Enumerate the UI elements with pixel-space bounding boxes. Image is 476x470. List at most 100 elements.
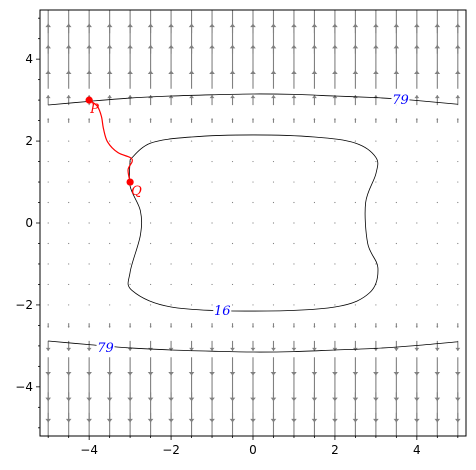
field-arrow — [375, 304, 377, 306]
field-arrow-head — [353, 439, 359, 443]
field-arrow — [88, 242, 90, 245]
field-arrow — [436, 242, 438, 245]
x-tick-label: 0 — [249, 443, 257, 457]
field-arrow-head — [434, 371, 441, 376]
field-arrow-head — [230, 3, 236, 6]
field-arrow-head — [168, 371, 174, 376]
field-arrow — [436, 201, 438, 204]
field-arrow-head — [209, 95, 215, 99]
field-arrow-head — [415, 326, 418, 328]
field-arrow — [313, 160, 316, 163]
field-arrow — [68, 242, 70, 245]
field-arrow-head — [66, 95, 72, 99]
field-arrow-head — [86, 3, 92, 6]
field-arrow-head — [127, 397, 133, 402]
field-arrow — [129, 222, 131, 224]
field-arrow-head — [189, 347, 194, 351]
field-arrow — [190, 222, 193, 224]
x-tick-label: −2 — [162, 443, 180, 457]
field-arrow — [375, 201, 377, 204]
field-arrow-head — [229, 397, 236, 402]
field-arrow — [293, 222, 295, 224]
field-arrow — [313, 140, 316, 142]
field-arrow-head — [395, 326, 398, 328]
field-arrow-head — [435, 3, 441, 6]
field-arrow — [272, 283, 275, 286]
field-arrow — [231, 242, 234, 245]
field-arrow — [354, 201, 357, 204]
field-arrow-head — [312, 3, 318, 6]
x-axis-ticks: −4 −2 0 2 4 — [47, 436, 459, 457]
field-arrow — [272, 201, 275, 204]
field-arrow-head — [147, 397, 154, 402]
field-arrow-head — [210, 118, 214, 120]
field-arrow — [436, 304, 438, 306]
field-arrow-head — [271, 439, 277, 443]
field-arrow — [190, 304, 193, 306]
field-arrow-head — [147, 418, 154, 423]
point-p-marker — [85, 96, 93, 104]
field-arrow-head — [332, 347, 338, 351]
field-arrow-head — [65, 397, 72, 402]
field-arrow — [190, 160, 193, 163]
field-arrow-head — [395, 118, 398, 120]
field-arrow — [416, 160, 418, 163]
field-arrow — [190, 140, 193, 142]
annotation-labels: 79 79 16 P Q — [89, 91, 410, 356]
field-arrow-head — [272, 118, 275, 120]
field-arrow-head — [291, 439, 297, 443]
field-arrow-head — [333, 118, 336, 120]
field-arrow-head — [291, 3, 297, 6]
field-arrow-head — [45, 397, 51, 402]
field-arrow-head — [373, 439, 379, 443]
field-arrow — [354, 140, 357, 142]
field-arrow-head — [455, 371, 461, 376]
field-arrow — [354, 283, 357, 286]
field-arrow — [149, 304, 152, 306]
field-arrow-head — [149, 118, 152, 120]
field-arrow — [109, 283, 111, 286]
field-arrow — [334, 222, 336, 224]
field-arrow-head — [436, 118, 439, 120]
field-arrow-head — [251, 326, 255, 328]
field-arrow — [395, 304, 397, 306]
field-arrow — [354, 222, 357, 224]
field-arrow-head — [332, 371, 338, 376]
field-arrow — [416, 263, 418, 265]
field-arrow-head — [65, 418, 72, 423]
field-arrow — [68, 201, 70, 204]
field-arrow-head — [88, 326, 91, 328]
field-arrow-head — [456, 326, 459, 328]
field-arrow — [88, 304, 90, 306]
field-arrow — [395, 283, 397, 286]
field-arrow-head — [108, 326, 111, 328]
field-arrow-head — [455, 3, 461, 6]
field-arrow-head — [414, 3, 420, 6]
y-tick-label: 4 — [25, 52, 33, 66]
contour-line — [127, 134, 379, 312]
field-arrow-head — [250, 3, 256, 6]
field-arrow-head — [106, 418, 113, 423]
field-arrow-head — [456, 118, 459, 120]
field-arrow-head — [190, 118, 193, 120]
field-arrow-head — [393, 418, 400, 423]
field-arrow-head — [455, 397, 461, 402]
field-arrow-head — [86, 418, 92, 423]
field-arrow-head — [270, 418, 277, 423]
field-arrow-head — [147, 371, 154, 376]
field-arrow-head — [230, 95, 235, 99]
field-arrow-head — [455, 347, 461, 351]
field-arrow-head — [311, 418, 318, 423]
contour-label: 16 — [214, 304, 231, 319]
field-arrow — [211, 181, 213, 183]
field-arrow — [272, 222, 275, 224]
field-arrow — [457, 140, 459, 142]
field-arrow — [457, 304, 459, 306]
field-arrow-head — [209, 397, 215, 402]
field-arrow-head — [231, 118, 234, 120]
field-arrow — [416, 242, 418, 245]
field-arrow-head — [332, 95, 338, 99]
field-arrow — [272, 181, 275, 183]
field-arrow — [190, 201, 193, 204]
field-arrow — [129, 242, 131, 245]
